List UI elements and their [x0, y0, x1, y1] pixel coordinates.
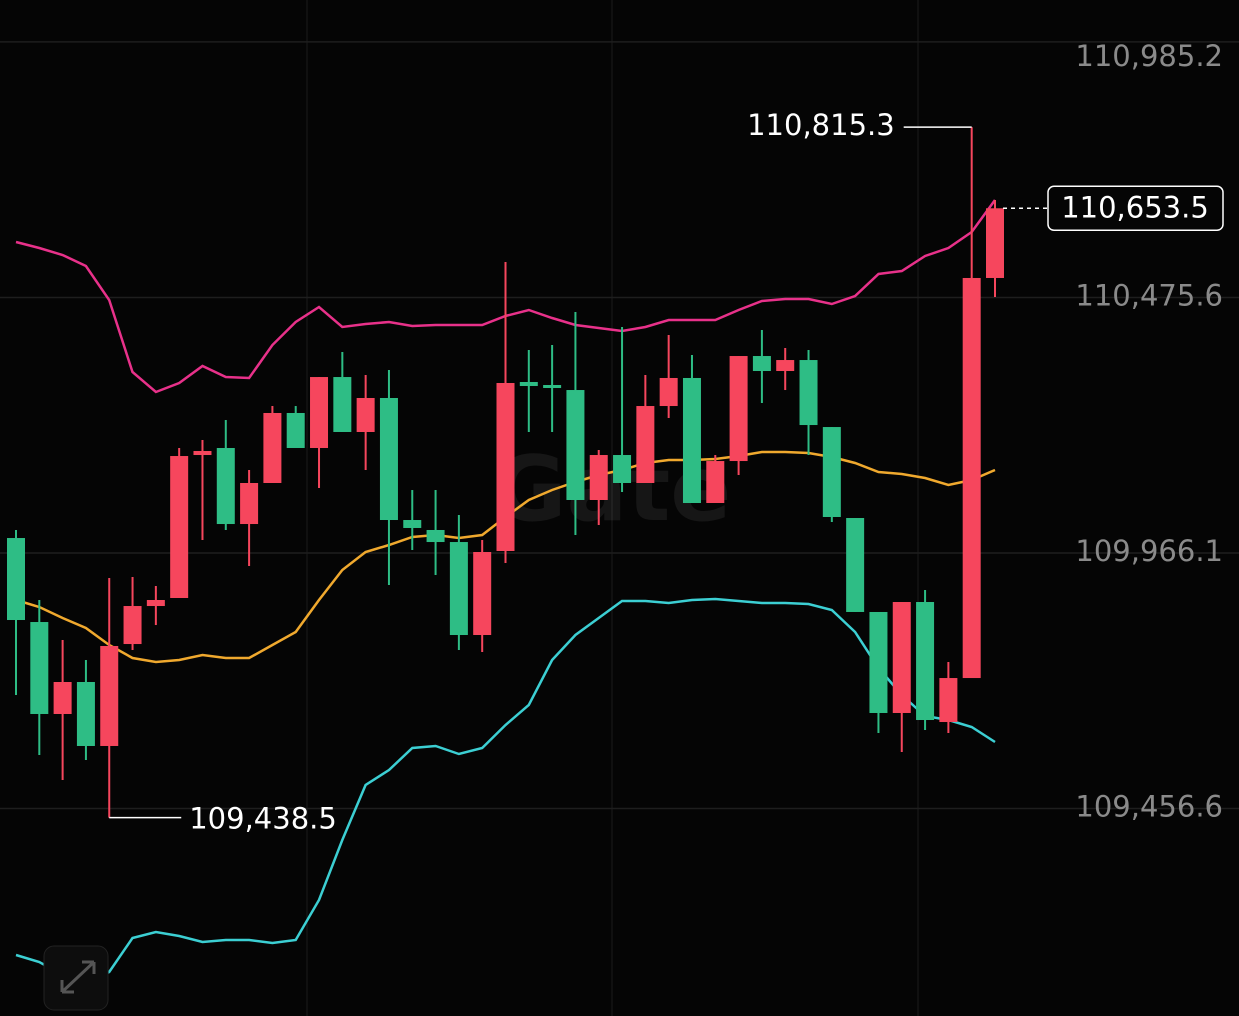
candle-body — [216, 447, 235, 525]
y-tick-label: 109,456.6 — [1075, 790, 1223, 824]
candle-body — [892, 602, 911, 713]
candle-body — [76, 681, 95, 746]
plot: 110,815.3 109,438.5 110,653.5 — [0, 41, 1239, 985]
candle-body — [170, 456, 189, 598]
candle-body — [846, 518, 865, 612]
candle-body — [566, 390, 585, 501]
candle-body — [30, 622, 49, 714]
candle-body — [519, 381, 538, 387]
candle-body — [682, 377, 701, 504]
expand-icon — [60, 960, 96, 994]
candle-body — [869, 611, 888, 713]
candle-body — [403, 520, 422, 528]
min-label: 109,438.5 — [189, 802, 337, 836]
candle-body — [356, 397, 375, 432]
candle-body — [286, 412, 305, 448]
y-tick-label: 110,985.2 — [1075, 39, 1223, 73]
candle-body — [7, 538, 25, 621]
candle-body — [100, 645, 119, 746]
candle-body — [799, 360, 818, 426]
candle-body — [240, 482, 259, 525]
candle-body — [962, 277, 981, 679]
candle-body — [473, 552, 492, 636]
candle-body — [379, 397, 398, 521]
candle-body — [449, 542, 468, 636]
band-line — [15, 597, 996, 985]
candle-body — [123, 606, 142, 645]
candle-body — [263, 412, 282, 483]
candle-body — [659, 377, 678, 407]
candle-body — [752, 356, 771, 372]
candle-body — [496, 382, 515, 552]
last-price-label: 110,653.5 — [1061, 190, 1209, 224]
candle-body — [636, 406, 655, 483]
candle-body — [543, 385, 562, 389]
candle-body — [146, 600, 165, 607]
y-tick-label: 109,966.1 — [1075, 534, 1223, 568]
candle-body — [613, 455, 632, 483]
candle-body — [822, 427, 841, 518]
candle-body — [776, 360, 795, 372]
candle-body — [729, 356, 748, 462]
max-label: 110,815.3 — [747, 108, 895, 142]
last-price-box — [1047, 185, 1224, 232]
candle-body — [706, 461, 725, 504]
y-tick-label: 110,475.6 — [1075, 278, 1223, 312]
candle-body — [193, 451, 212, 456]
candle-body — [986, 208, 1004, 278]
candle-body — [916, 602, 935, 721]
candle-body — [939, 678, 958, 723]
candle-body — [589, 455, 608, 501]
candle-body — [426, 529, 445, 543]
candle-body — [333, 377, 352, 432]
candle-body — [310, 377, 329, 448]
expand-button[interactable] — [43, 945, 109, 1011]
candle-body — [53, 681, 72, 714]
